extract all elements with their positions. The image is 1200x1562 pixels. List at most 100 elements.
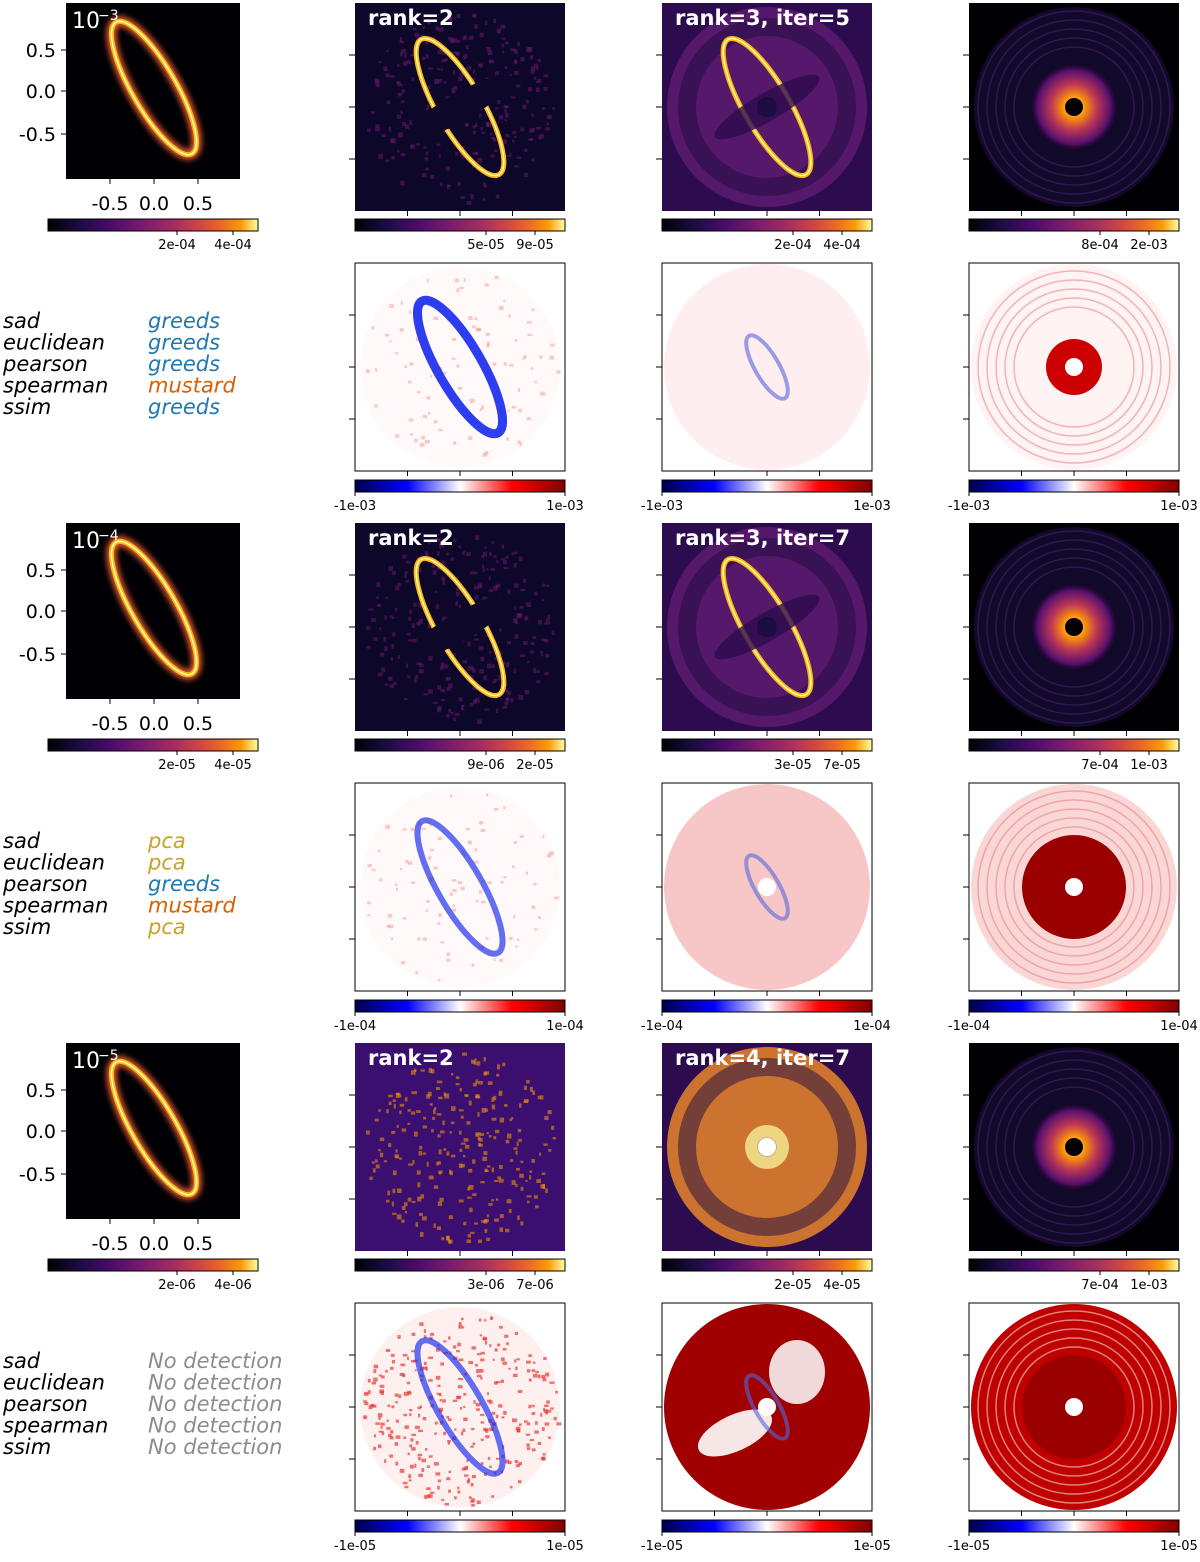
residual-speck bbox=[423, 937, 427, 941]
residual-speck bbox=[484, 1319, 486, 1321]
residual-speck bbox=[491, 1495, 494, 1498]
residual-speck bbox=[400, 328, 404, 332]
noise-speck bbox=[451, 88, 455, 93]
residual-speck bbox=[549, 1381, 554, 1383]
residual-speck bbox=[463, 1393, 466, 1396]
noise-speck bbox=[447, 184, 450, 189]
residual-speck bbox=[530, 1439, 534, 1441]
noise-speck bbox=[384, 67, 388, 72]
noise-speck bbox=[494, 1180, 499, 1182]
noise-speck bbox=[518, 695, 523, 700]
metric-winner: pca bbox=[147, 915, 186, 939]
noise-speck bbox=[434, 1224, 436, 1228]
noise-speck bbox=[480, 657, 484, 661]
noise-speck bbox=[482, 1157, 487, 1161]
noise-speck bbox=[514, 607, 516, 610]
residual-speck bbox=[520, 836, 522, 838]
x-tick-label: -0.5 bbox=[91, 193, 128, 215]
residual-speck bbox=[512, 1418, 517, 1422]
noise-speck bbox=[405, 125, 409, 129]
noise-speck bbox=[512, 131, 515, 135]
noise-speck bbox=[426, 554, 429, 557]
noise-speck bbox=[425, 168, 429, 171]
noise-speck bbox=[439, 154, 441, 157]
residual-speck bbox=[514, 841, 517, 844]
noise-speck bbox=[468, 642, 471, 647]
residual-speck bbox=[497, 1344, 500, 1347]
noise-speck bbox=[475, 1079, 478, 1083]
noise-speck bbox=[465, 124, 467, 128]
residual-speck bbox=[442, 1399, 446, 1402]
noise-speck bbox=[484, 708, 488, 710]
residual-speck bbox=[471, 1428, 474, 1430]
noise-speck bbox=[407, 1123, 410, 1125]
residual-colorbar bbox=[662, 1520, 872, 1532]
residual-speck bbox=[398, 1394, 401, 1398]
noise-speck bbox=[423, 1152, 426, 1154]
residual-colorbar bbox=[355, 1520, 565, 1532]
residual-speck bbox=[454, 1496, 457, 1499]
noise-speck bbox=[458, 77, 462, 81]
residual-speck bbox=[379, 1431, 383, 1433]
noise-speck bbox=[509, 152, 511, 157]
noise-speck bbox=[525, 690, 529, 694]
noise-speck bbox=[527, 1195, 532, 1197]
residual-speck bbox=[474, 317, 477, 320]
residual-speck bbox=[423, 415, 427, 418]
residual-speck bbox=[498, 1404, 502, 1407]
residual-speck bbox=[494, 808, 499, 811]
noise-speck bbox=[404, 574, 406, 578]
residual-speck bbox=[519, 409, 522, 413]
residual-colorbar bbox=[662, 1000, 872, 1012]
noise-speck bbox=[521, 589, 526, 591]
residual-speck bbox=[485, 1435, 489, 1438]
noise-speck bbox=[437, 1226, 441, 1230]
residual-speck bbox=[457, 1487, 459, 1490]
residual-speck bbox=[411, 1360, 415, 1362]
residual-speck bbox=[435, 1472, 440, 1475]
residual-field bbox=[664, 264, 870, 470]
residual-speck bbox=[409, 1444, 412, 1447]
residual-speck bbox=[427, 396, 431, 399]
noise-speck bbox=[440, 1131, 445, 1134]
metric-name: spearman bbox=[3, 894, 108, 918]
noise-speck bbox=[477, 719, 482, 724]
residual-speck bbox=[418, 1454, 423, 1456]
noise-speck bbox=[466, 1121, 470, 1124]
noise-speck bbox=[463, 660, 467, 663]
noise-speck bbox=[436, 144, 440, 146]
noise-speck bbox=[456, 1083, 460, 1085]
noise-speck bbox=[372, 1161, 375, 1163]
noise-speck bbox=[536, 1179, 541, 1183]
reconstruction-colorbar bbox=[969, 739, 1179, 751]
noise-speck bbox=[444, 81, 447, 84]
noise-speck bbox=[463, 54, 467, 58]
panel-title: rank=2 bbox=[368, 526, 454, 550]
noise-speck bbox=[504, 702, 508, 706]
residual-speck bbox=[427, 1465, 430, 1468]
residual-colorbar bbox=[355, 480, 565, 492]
residual-speck bbox=[528, 1354, 531, 1357]
noise-speck bbox=[388, 1095, 393, 1098]
reconstruction-panel-3: 7e-04 1e-03 bbox=[963, 523, 1179, 773]
noise-speck bbox=[512, 1180, 516, 1185]
noise-speck bbox=[451, 1073, 453, 1076]
noise-speck bbox=[514, 60, 516, 63]
noise-speck bbox=[534, 592, 537, 596]
residual-speck bbox=[540, 1413, 542, 1417]
y-tick-label: 0.5 bbox=[26, 1080, 56, 1102]
noise-speck bbox=[406, 664, 408, 669]
noise-speck bbox=[535, 1205, 539, 1208]
colorbar-tick-label: -1e-04 bbox=[334, 1019, 376, 1034]
noise-speck bbox=[417, 143, 420, 145]
residual-speck bbox=[496, 1415, 498, 1419]
residual-speck bbox=[462, 1429, 465, 1432]
noise-speck bbox=[514, 71, 519, 75]
reconstruction-panel-3: 7e-04 1e-03 bbox=[963, 1043, 1179, 1293]
residual-speck bbox=[540, 392, 545, 396]
noise-speck bbox=[440, 183, 442, 187]
noise-speck bbox=[391, 1131, 395, 1134]
residual-speck bbox=[408, 861, 412, 864]
noise-speck bbox=[480, 1181, 484, 1183]
noise-speck bbox=[428, 656, 432, 661]
